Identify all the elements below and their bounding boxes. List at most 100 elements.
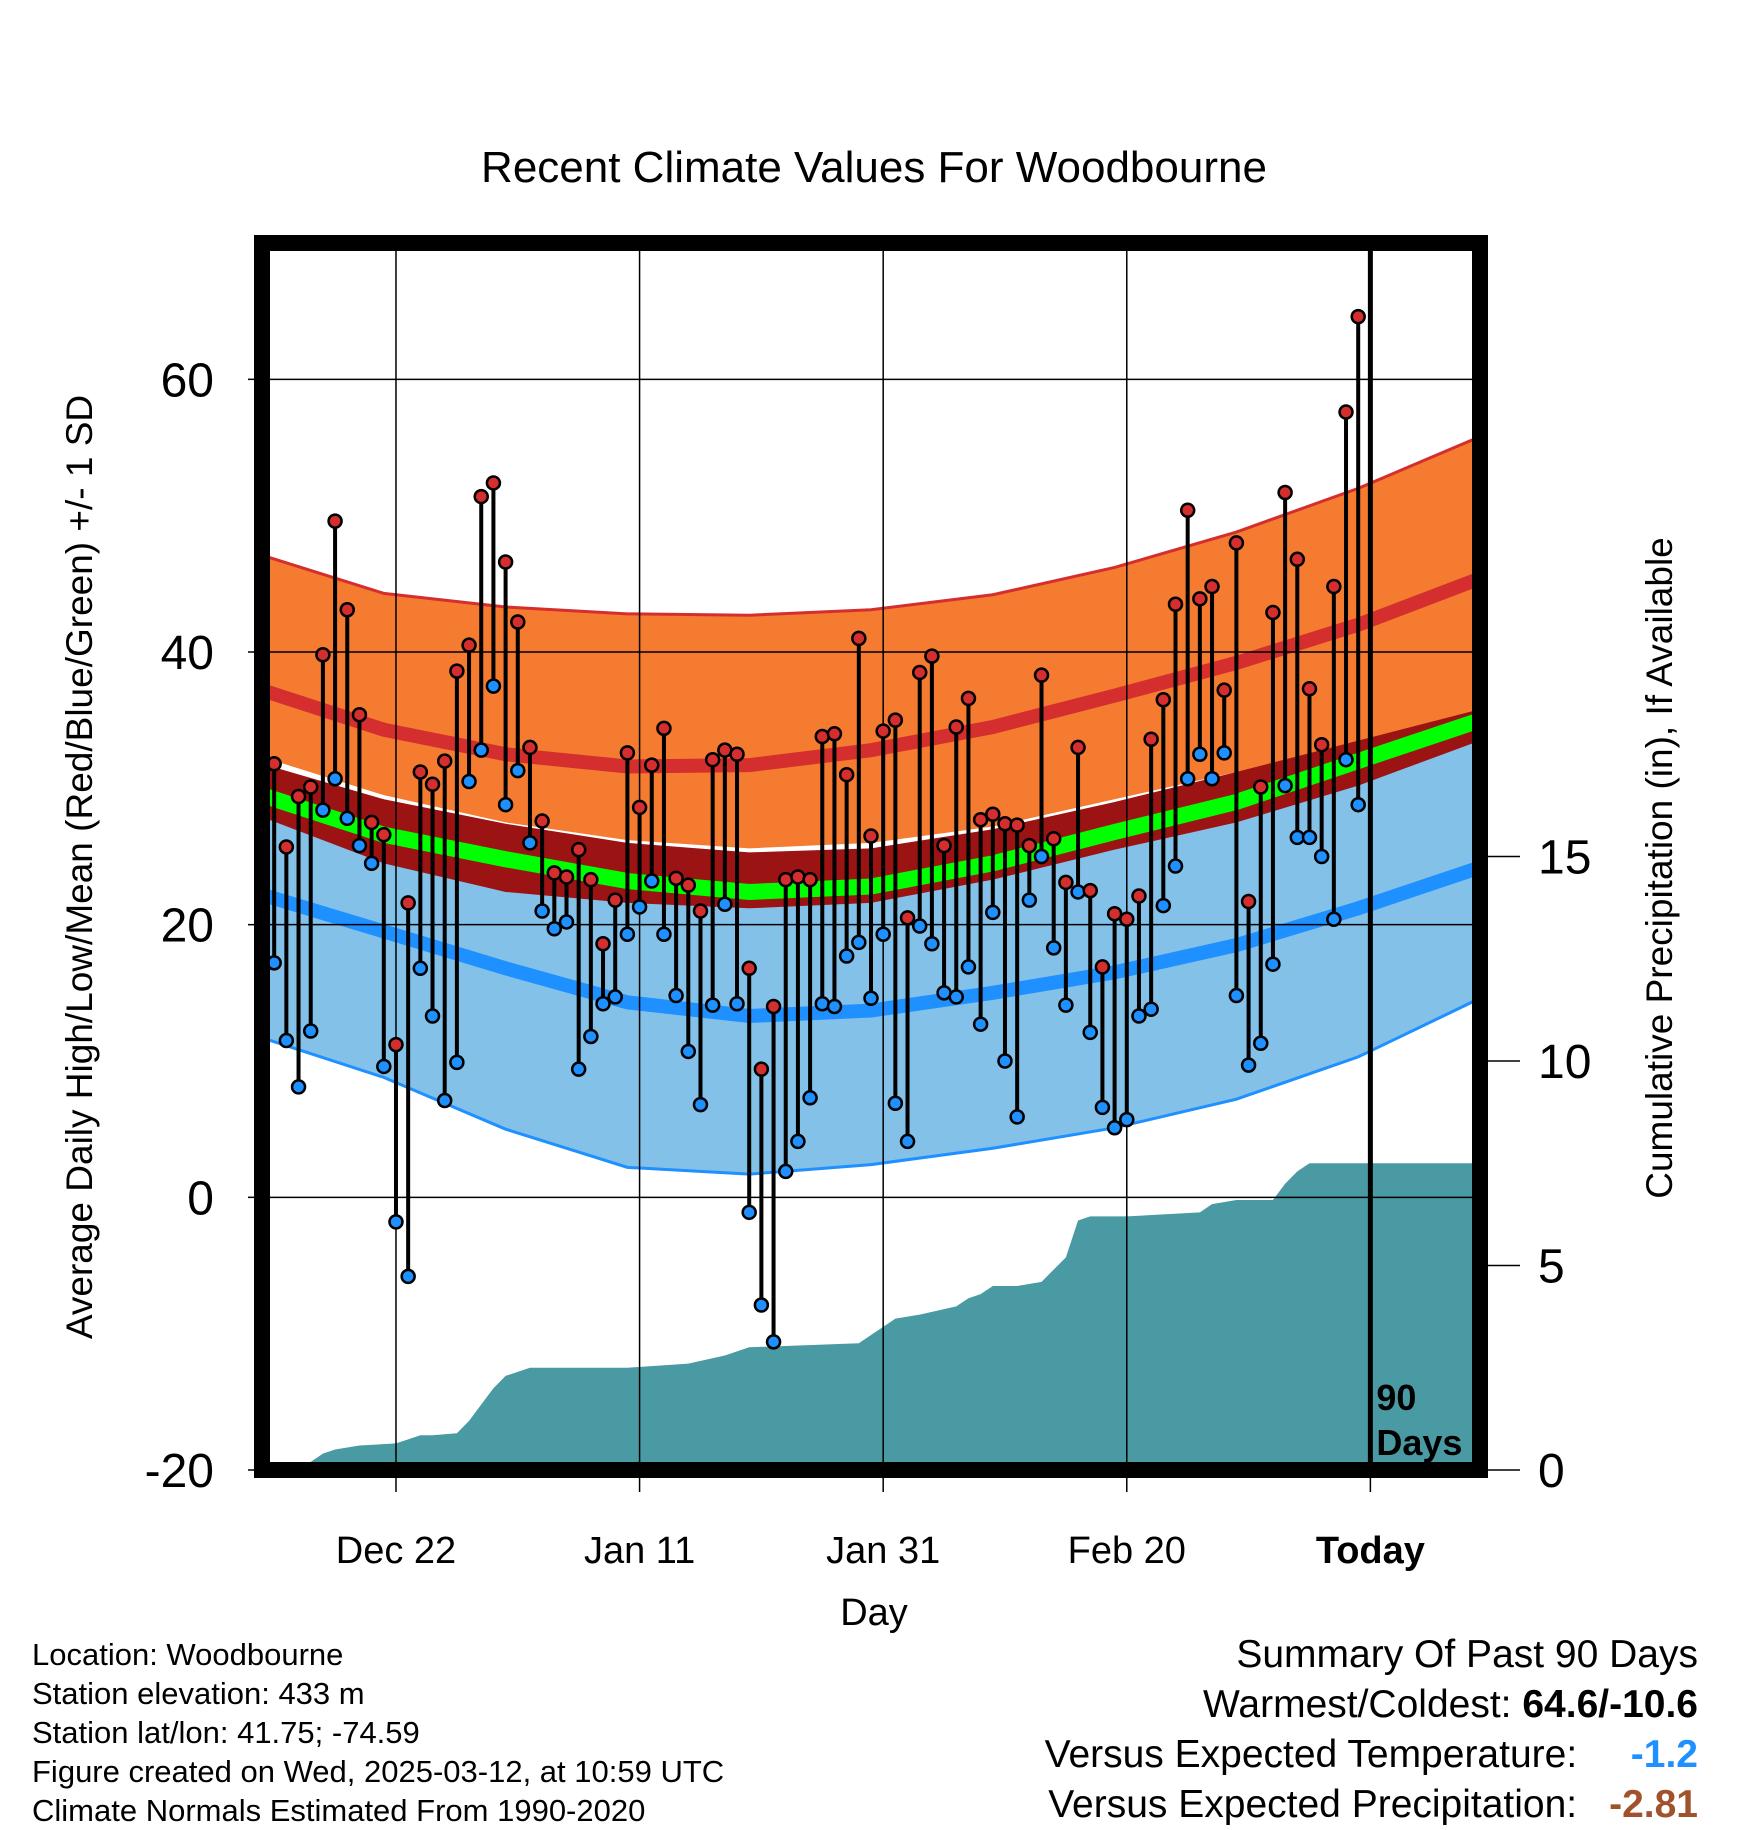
daily-low-point (1119, 1111, 1135, 1128)
daily-high-point (1082, 882, 1098, 899)
daily-high-point (424, 776, 441, 792)
daily-low-point (899, 1133, 916, 1150)
daily-high-point (1045, 831, 1062, 847)
daily-high-point (510, 614, 526, 630)
summary-temp-row: Versus Expected Temperature: -1.2 (1045, 1730, 1698, 1780)
station-info: Location: Woodbourne Station elevation: … (32, 1635, 724, 1830)
daily-high-point (1350, 308, 1366, 325)
daily-low-point (485, 678, 502, 694)
daily-low-point (753, 1297, 770, 1313)
daily-low-point (924, 936, 940, 952)
chart-title: Recent Climate Values For Woodbourne (481, 143, 1267, 192)
daily-high-point (400, 895, 416, 911)
daily-low-point (1326, 911, 1342, 927)
daily-high-point (1021, 837, 1038, 854)
info-normals: Climate Normals Estimated From 1990-2020 (32, 1793, 646, 1828)
daily-high-point (1143, 731, 1159, 748)
daily-high-point (985, 806, 1001, 822)
daily-high-point (595, 936, 611, 952)
daily-high-point (1106, 906, 1123, 922)
daily-high-point (607, 892, 623, 908)
daily-high-point (1313, 736, 1330, 753)
daily-low-point (1155, 897, 1172, 914)
today-days-label: 90 (1376, 1377, 1416, 1418)
daily-high-point (497, 554, 514, 570)
y2-tick-label: 15 (1538, 832, 1591, 885)
daily-low-point (1277, 777, 1293, 794)
daily-high-point (765, 998, 782, 1015)
daily-low-point (1106, 1120, 1123, 1136)
daily-low-point (1131, 1008, 1147, 1024)
daily-low-point (278, 1032, 295, 1049)
daily-high-point (351, 706, 368, 723)
daily-low-point (363, 855, 380, 872)
x-tick-label: Today (1316, 1530, 1425, 1572)
daily-high-point (1301, 681, 1318, 697)
daily-low-point (1216, 745, 1232, 761)
y-tick-label: -20 (145, 1445, 214, 1498)
daily-low-point (1094, 1099, 1111, 1116)
info-created: Figure created on Wed, 2025-03-12, at 10… (32, 1754, 725, 1789)
daily-high-point (327, 513, 343, 529)
daily-low-point (1167, 858, 1184, 874)
daily-high-point (802, 871, 818, 888)
summary-temp-value: -1.2 (1630, 1733, 1698, 1776)
daily-low-point (972, 1016, 989, 1032)
daily-high-point (1009, 817, 1025, 833)
daily-low-point (692, 1096, 709, 1113)
mean-normal-band (262, 709, 1480, 909)
info-elevation: Station elevation: 433 m (32, 1676, 365, 1711)
daily-high-point (1131, 888, 1147, 904)
daily-low-point (631, 899, 648, 915)
daily-high-point (376, 826, 392, 843)
daily-low-point (777, 1163, 794, 1180)
daily-low-point (1070, 884, 1086, 900)
daily-low-point (327, 771, 343, 787)
daily-high-point (1289, 551, 1306, 568)
daily-low-point (668, 987, 684, 1004)
daily-low-point (315, 802, 331, 818)
summary-warmest-value: 64.6/-10.6 (1522, 1683, 1698, 1726)
daily-high-point (1338, 404, 1354, 420)
summary-precip-row: Versus Expected Precipitation: -2.81 (1045, 1780, 1698, 1830)
daily-low-point (863, 990, 879, 1007)
daily-high-point (972, 811, 989, 828)
daily-low-point (960, 959, 977, 975)
daily-low-point (1313, 848, 1330, 865)
daily-high-point (777, 871, 794, 888)
daily-low-point (765, 1334, 782, 1350)
daily-low-point (656, 926, 672, 942)
daily-high-point (1228, 535, 1245, 551)
summary-title: Summary Of Past 90 Days (1236, 1633, 1698, 1676)
daily-low-point (461, 773, 477, 790)
daily-high-point (936, 837, 952, 854)
daily-low-point (826, 998, 843, 1015)
daily-low-point (583, 1028, 599, 1045)
info-location: Location: Woodbourne (32, 1637, 344, 1672)
daily-high-point (1204, 578, 1220, 595)
daily-high-point (412, 764, 429, 780)
daily-high-point (449, 663, 465, 679)
daily-low-point (1143, 1001, 1159, 1017)
daily-high-point (1240, 893, 1257, 910)
daily-high-point (1167, 596, 1184, 613)
daily-high-point (753, 1061, 770, 1077)
daily-high-point (1192, 591, 1208, 607)
y-axis-label: Average Daily High/Low/Mean (Red/Blue/Gr… (59, 395, 100, 1339)
daily-high-point (1070, 739, 1086, 756)
y-tick-label: 0 (187, 1172, 214, 1225)
daily-high-point (278, 839, 295, 855)
daily-low-point (1265, 956, 1281, 972)
daily-high-point (339, 601, 356, 618)
low-normal-line (262, 860, 1480, 1024)
daily-high-point (1155, 691, 1172, 708)
daily-low-point (948, 989, 965, 1005)
daily-low-point (302, 1023, 319, 1039)
daily-low-point (376, 1058, 392, 1075)
daily-high-point (436, 753, 453, 769)
daily-high-point (680, 877, 697, 893)
daily-low-point (1301, 829, 1318, 846)
daily-high-point (619, 745, 636, 761)
daily-high-point (485, 475, 502, 491)
daily-low-point (436, 1092, 453, 1109)
